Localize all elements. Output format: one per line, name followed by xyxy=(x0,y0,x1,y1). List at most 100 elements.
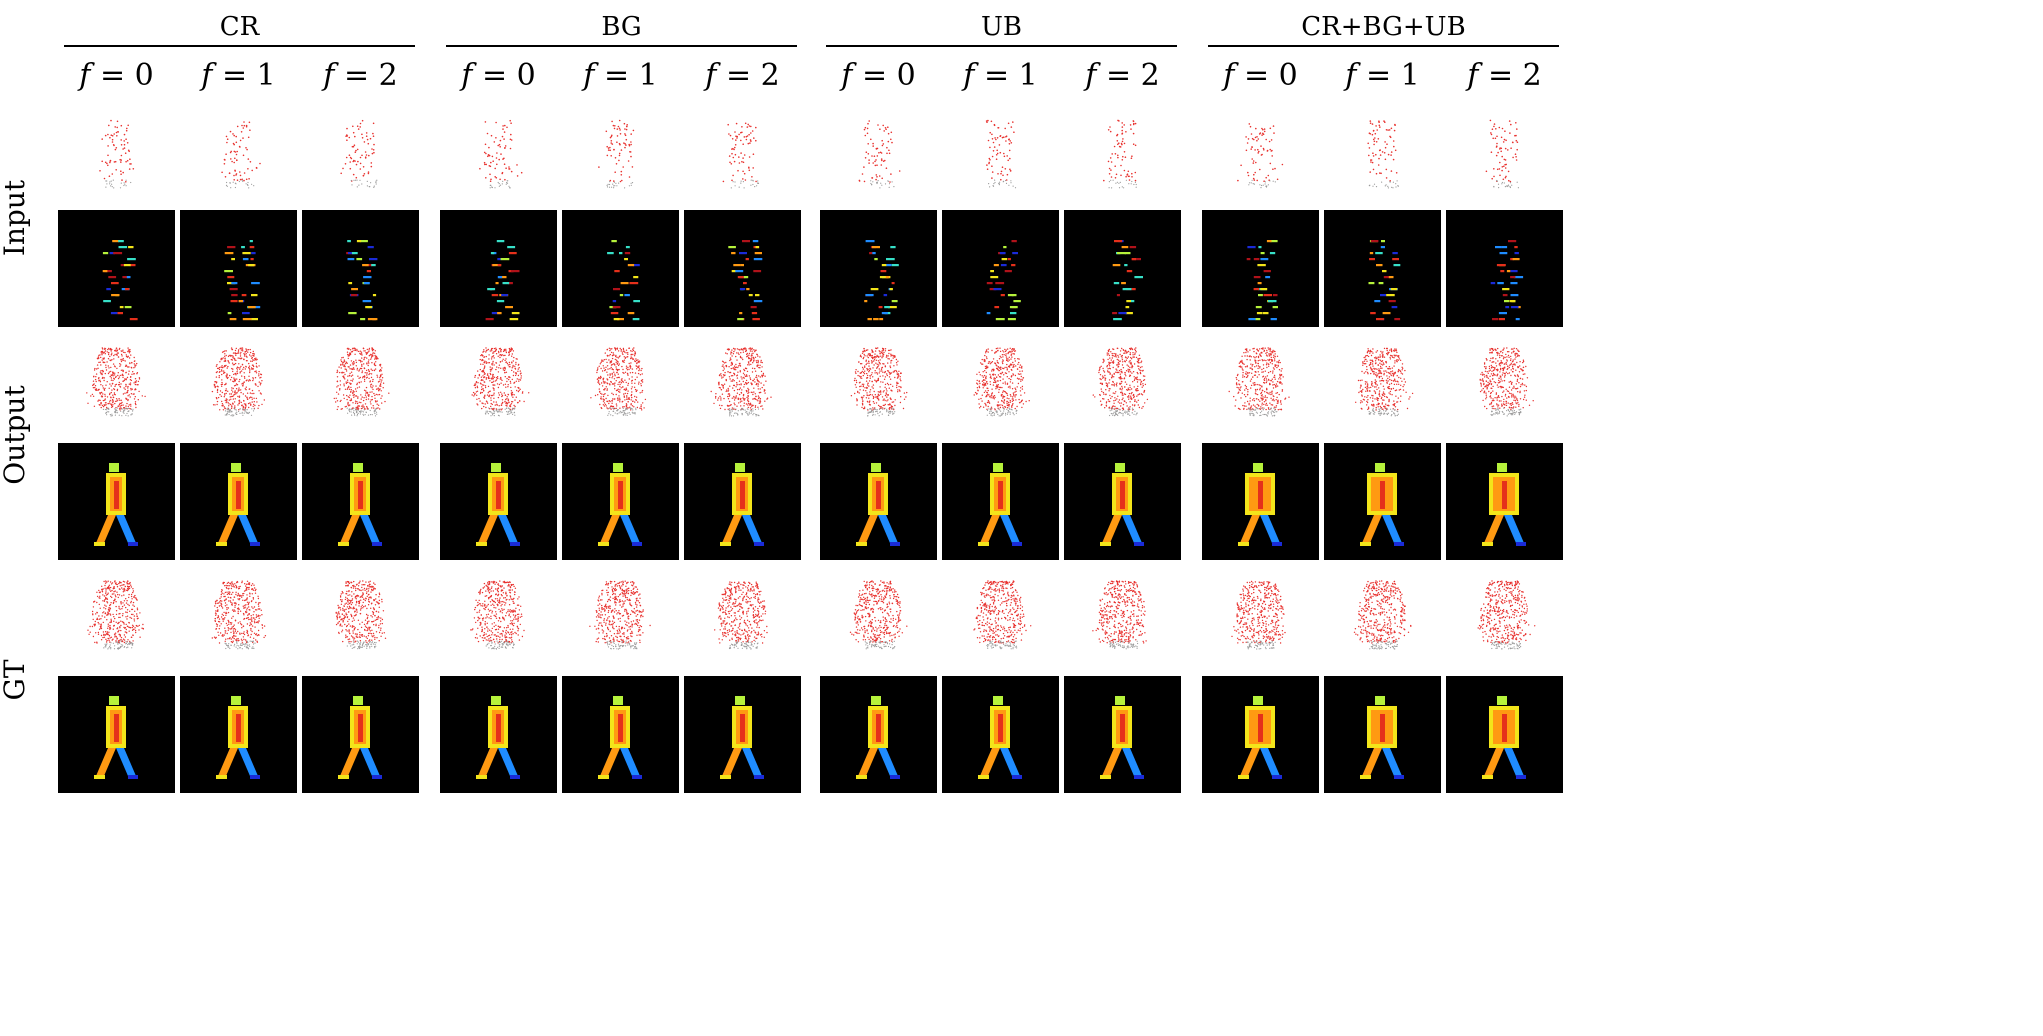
cloud-point xyxy=(493,347,496,350)
cloud-point xyxy=(96,641,98,643)
cloud-point xyxy=(477,616,479,618)
cloud-point xyxy=(383,632,385,634)
cloud-point xyxy=(113,133,115,135)
cloud-point xyxy=(511,395,513,397)
cloud-point xyxy=(123,182,125,184)
cloud-point xyxy=(345,368,347,371)
depth-stripe xyxy=(491,312,500,315)
cloud-point xyxy=(484,412,487,414)
cloud-point xyxy=(98,399,100,401)
cloud-point xyxy=(122,351,125,353)
cloud-point xyxy=(245,348,247,350)
cloud-point xyxy=(237,588,240,590)
cloud-point xyxy=(230,393,233,395)
cloud-point xyxy=(103,177,106,180)
cloud-point xyxy=(616,348,618,350)
cloud-point xyxy=(609,376,611,379)
cloud-point xyxy=(132,640,134,642)
cloud-point xyxy=(106,180,108,182)
cloud-point xyxy=(246,609,248,611)
cloud-point xyxy=(224,630,226,632)
depth-stripe xyxy=(501,294,508,297)
cloud-point xyxy=(241,648,243,650)
cloud-point xyxy=(230,628,232,630)
cloud-point xyxy=(252,646,254,648)
cloud-point xyxy=(498,647,500,649)
cloud-point xyxy=(515,361,517,364)
cloud-point xyxy=(225,392,227,395)
cloud-point xyxy=(244,353,246,356)
cloud-point xyxy=(226,138,229,140)
cloud-point xyxy=(246,409,248,411)
cloud-point xyxy=(624,134,627,137)
cloud-point xyxy=(370,353,372,356)
cloud-point xyxy=(222,620,224,622)
point-cloud-panel xyxy=(180,573,297,653)
cloud-point xyxy=(359,612,362,615)
leg-right xyxy=(238,515,258,543)
cloud-point xyxy=(601,385,604,387)
cloud-point xyxy=(119,641,121,643)
cloud-point xyxy=(598,382,600,384)
cloud-point xyxy=(611,372,613,375)
cloud-point xyxy=(252,405,254,408)
cloud-point xyxy=(495,617,498,619)
cloud-point xyxy=(359,350,361,352)
cloud-point xyxy=(495,613,498,615)
cloud-point xyxy=(235,412,237,414)
cloud-point xyxy=(483,367,485,370)
cloud-point xyxy=(261,624,264,626)
cloud-point xyxy=(246,397,248,399)
cloud-point xyxy=(117,596,119,599)
cloud-point xyxy=(116,591,118,593)
cloud-point xyxy=(218,375,220,377)
cloud-point xyxy=(350,389,352,391)
cloud-point xyxy=(513,585,515,588)
cloud-point xyxy=(219,632,222,634)
cloud-point xyxy=(253,408,255,410)
cloud-point xyxy=(236,642,238,644)
cloud-point xyxy=(370,607,372,609)
cloud-point xyxy=(370,358,372,360)
cloud-point xyxy=(499,354,501,356)
cloud-point xyxy=(125,365,128,367)
cloud-point xyxy=(107,580,109,582)
cloud-point xyxy=(252,643,255,645)
cloud-point xyxy=(504,604,506,606)
cloud-point xyxy=(107,348,109,351)
cloud-point xyxy=(503,163,506,165)
cloud-point xyxy=(236,159,238,162)
cloud-point xyxy=(235,372,237,375)
cloud-point xyxy=(494,601,496,604)
cloud-point xyxy=(517,604,520,606)
cloud-point xyxy=(261,614,263,616)
cloud-point xyxy=(354,160,356,162)
cloud-point xyxy=(510,386,512,389)
cloud-point xyxy=(512,642,514,644)
cloud-point xyxy=(619,389,621,391)
cloud-point xyxy=(508,637,510,639)
cloud-point xyxy=(224,389,227,392)
cloud-point xyxy=(118,376,121,378)
cloud-point xyxy=(116,412,119,414)
cloud-point xyxy=(613,408,615,410)
cloud-point xyxy=(516,389,518,392)
cloud-point xyxy=(255,633,257,636)
cloud-point xyxy=(102,621,104,624)
cloud-point xyxy=(123,140,125,142)
depth-stripe xyxy=(252,306,261,309)
cloud-point xyxy=(142,627,144,630)
cloud-point xyxy=(494,167,496,170)
cloud-point xyxy=(104,372,106,375)
cloud-point xyxy=(368,640,370,642)
cloud-point xyxy=(355,602,358,604)
cloud-point xyxy=(509,616,512,618)
cloud-point xyxy=(370,165,373,168)
cloud-point xyxy=(502,358,504,360)
cloud-point xyxy=(604,387,606,390)
cloud-point xyxy=(105,594,108,596)
cloud-point xyxy=(353,615,356,617)
cloud-point xyxy=(630,399,632,401)
cloud-point xyxy=(609,183,611,186)
depth-stripe xyxy=(348,312,357,315)
